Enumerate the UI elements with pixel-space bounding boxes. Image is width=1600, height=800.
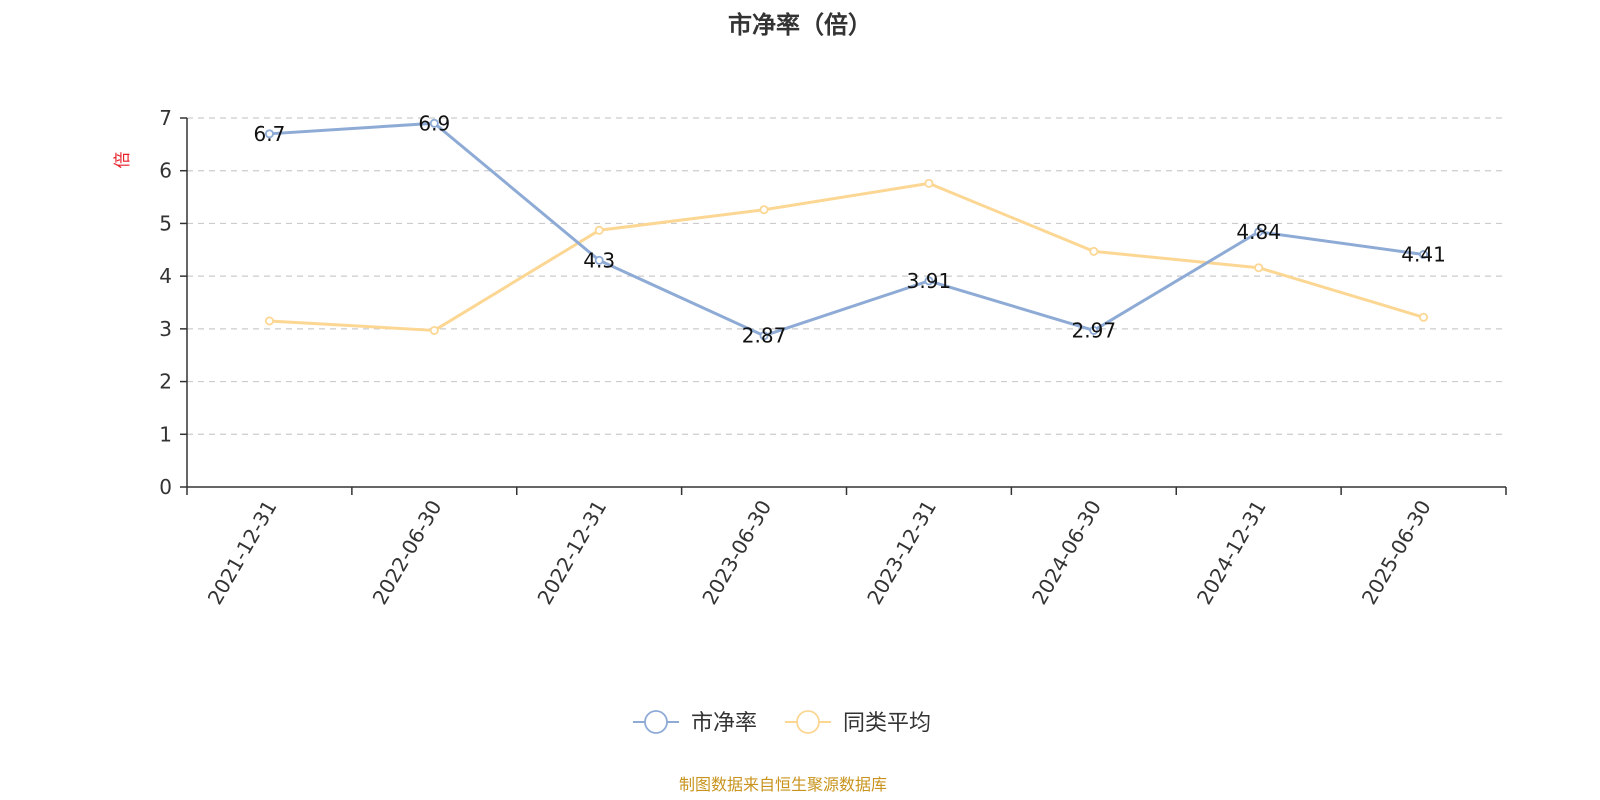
chart-title: 市净率（倍） xyxy=(728,11,872,39)
data-label: 3.91 xyxy=(907,269,952,293)
data-point[interactable] xyxy=(1089,325,1099,335)
data-point[interactable] xyxy=(1089,246,1099,256)
x-tick-label: 2024-12-31 xyxy=(1192,496,1271,609)
data-label: 2.97 xyxy=(1072,318,1117,342)
data-label: 6.9 xyxy=(418,111,450,135)
data-point[interactable] xyxy=(1254,227,1264,237)
data-label: 2.87 xyxy=(742,324,787,348)
y-tick-label: 1 xyxy=(159,422,172,446)
data-labels: 6.7 6.9 4.3 2.87 3.91 2.97 4.84 4.41 xyxy=(254,111,1446,347)
data-point[interactable] xyxy=(759,331,769,341)
y-tick-label: 0 xyxy=(159,475,172,499)
data-label: 4.3 xyxy=(583,248,615,272)
x-tick-label: 2022-06-30 xyxy=(368,496,447,609)
data-point[interactable] xyxy=(429,118,439,128)
series-line xyxy=(269,181,1424,332)
legend-marker xyxy=(796,710,820,734)
legend-label: 市净率 xyxy=(691,711,757,736)
data-label: 4.84 xyxy=(1236,220,1281,244)
legend-label: 同类平均 xyxy=(843,711,931,736)
legend-item[interactable]: 同类平均 xyxy=(785,710,931,736)
data-point[interactable] xyxy=(264,129,274,139)
data-point[interactable] xyxy=(1254,263,1264,273)
data-point[interactable] xyxy=(264,316,274,326)
series-layer xyxy=(264,118,1429,341)
data-point[interactable] xyxy=(924,276,934,286)
grid-lines xyxy=(187,117,1506,435)
data-point[interactable] xyxy=(594,225,604,235)
data-point[interactable] xyxy=(1419,312,1429,322)
data-point[interactable] xyxy=(1419,250,1429,260)
y-tick-label: 7 xyxy=(159,106,172,130)
y-tick-label: 6 xyxy=(159,159,172,183)
x-tick-label: 2023-06-30 xyxy=(697,496,776,609)
y-tick-label: 4 xyxy=(159,264,172,288)
y-axis-unit-label: 倍 xyxy=(113,152,133,169)
axes: 0 1 2 3 4 5 6 7 2021-12-31 2022-06-30 2022-12-31 20… xyxy=(159,106,1507,609)
x-tick-label: 2025-06-30 xyxy=(1357,496,1436,609)
data-label: 4.41 xyxy=(1401,243,1446,267)
legend-marker xyxy=(644,710,668,734)
data-point[interactable] xyxy=(759,205,769,215)
x-tick-label: 2023-12-31 xyxy=(862,496,941,609)
series-line xyxy=(269,121,1424,338)
source-note: 制图数据来自恒生聚源数据库 xyxy=(679,775,887,794)
legend[interactable]: 市净率 同类平均 xyxy=(633,710,931,736)
x-tick-label: 2021-12-31 xyxy=(203,496,282,609)
y-tick-label: 2 xyxy=(159,370,172,394)
x-tick-label: 2024-06-30 xyxy=(1027,496,1106,609)
x-tick-label: 2022-12-31 xyxy=(532,496,611,609)
data-point[interactable] xyxy=(594,255,604,265)
data-label: 6.7 xyxy=(254,122,286,146)
data-point[interactable] xyxy=(924,178,934,188)
legend-item[interactable]: 市净率 xyxy=(633,710,757,736)
data-point[interactable] xyxy=(429,325,439,335)
y-tick-label: 3 xyxy=(159,317,172,341)
y-tick-label: 5 xyxy=(159,211,172,235)
